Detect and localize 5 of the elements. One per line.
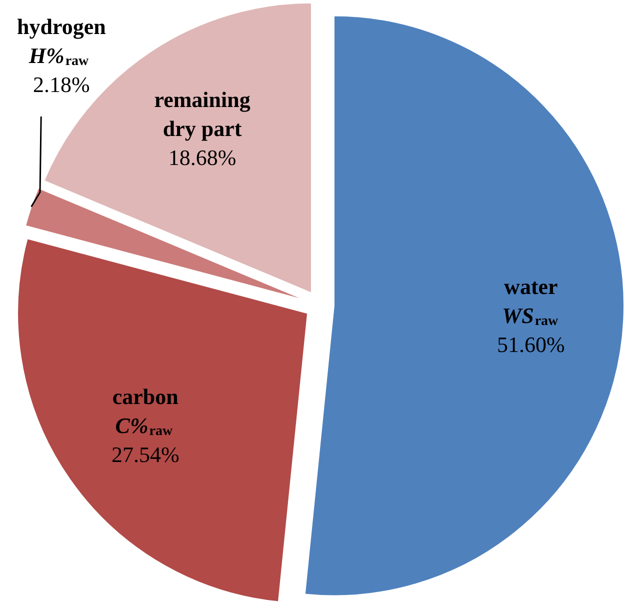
data-label: 2.18% [32, 72, 90, 98]
slice-label: remaining dry part [154, 87, 250, 142]
data-label: 51.60% [497, 332, 565, 358]
data-label: 27.54% [111, 442, 180, 467]
data-label: 18.68% [168, 145, 236, 170]
